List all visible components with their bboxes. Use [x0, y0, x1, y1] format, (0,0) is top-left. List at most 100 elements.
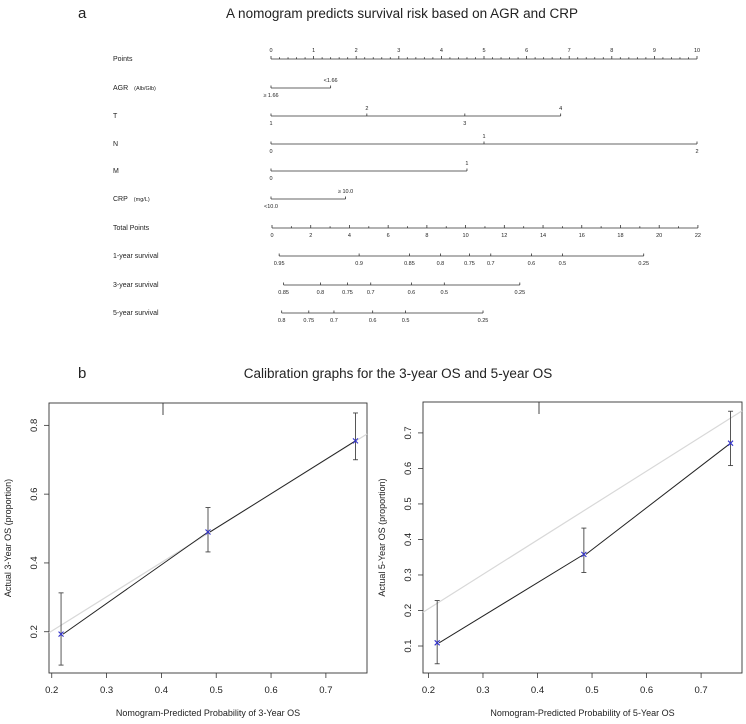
- row-label-total-points: Total Points: [113, 225, 150, 232]
- data-point-x-marker: [205, 529, 211, 535]
- x-tick-label: 0.2: [45, 685, 58, 696]
- points-tick-label: 6: [525, 48, 528, 54]
- x-axis-title: Nomogram-Predicted Probability of 5-Year…: [490, 708, 674, 718]
- variable-level-label: 1: [269, 121, 272, 127]
- survival-tick-label: 0.6: [528, 261, 536, 267]
- x-tick-label: 0.6: [264, 685, 277, 696]
- ideal-reference-line: [422, 410, 743, 613]
- points-tick-label: 1: [312, 48, 315, 54]
- total-points-tick-label: 12: [501, 233, 507, 239]
- survival-tick-label: 0.8: [437, 261, 445, 267]
- x-tick-label: 0.5: [210, 685, 223, 696]
- x-tick-label: 0.7: [319, 685, 332, 696]
- points-tick-label: 2: [355, 48, 358, 54]
- total-points-tick-label: 14: [540, 233, 546, 239]
- variable-level-label: 0: [269, 149, 272, 155]
- variable-level-label: 3: [463, 121, 466, 127]
- plot-frame: [48, 402, 368, 674]
- data-point-x-marker: [434, 639, 441, 646]
- panel-a-letter: a: [78, 5, 87, 22]
- points-tick-label: 9: [653, 48, 656, 54]
- points-tick-label: 8: [610, 48, 613, 54]
- row-label-t: T: [113, 113, 118, 120]
- x-tick-label: 0.4: [155, 685, 168, 696]
- total-points-tick-label: 16: [579, 233, 585, 239]
- survival-tick-label: 0.95: [274, 261, 285, 267]
- points-tick-label: 3: [397, 48, 400, 54]
- total-points-tick-label: 4: [348, 233, 351, 239]
- y-tick-label: 0.3: [403, 568, 414, 581]
- points-tick-label: 4: [440, 48, 443, 54]
- total-points-tick-label: 8: [425, 233, 428, 239]
- x-tick-label: 0.7: [694, 685, 707, 696]
- survival-tick-label: 0.25: [514, 290, 525, 296]
- survival-tick-label: 0.9: [355, 261, 363, 267]
- y-axis-title: Actual 5-Year OS (proportion): [377, 478, 387, 596]
- row-label-survival: 5-year survival: [113, 310, 159, 317]
- survival-tick-label: 0.7: [330, 318, 338, 324]
- y-tick-label: 0.4: [29, 556, 40, 569]
- x-tick-label: 0.4: [531, 685, 544, 696]
- survival-tick-label: 0.75: [303, 318, 314, 324]
- survival-tick-label: 0.7: [487, 261, 495, 267]
- y-tick-label: 0.6: [403, 462, 414, 475]
- variable-level-label: 0: [269, 176, 272, 182]
- calibration-plot-3-year: 0.2 0.3 0.4 0.5 0.6 0.7 0.2 0.4 0.6 0.8 Nomogram-P…: [3, 402, 368, 718]
- total-points-tick-label: 10: [463, 233, 469, 239]
- survival-tick-label: 0.5: [559, 261, 567, 267]
- x-tick-label: 0.6: [640, 685, 653, 696]
- calibration-line: [209, 440, 356, 533]
- survival-tick-label: 0.75: [464, 261, 475, 267]
- survival-tick-label: 0.8: [317, 290, 325, 296]
- survival-tick-label: 0.25: [478, 318, 489, 324]
- survival-tick-label: 0.5: [440, 290, 448, 296]
- panel-b-letter: b: [78, 365, 86, 382]
- total-points-tick-label: 2: [309, 233, 312, 239]
- x-tick-label: 0.3: [100, 685, 113, 696]
- variable-level-label: 2: [695, 149, 698, 155]
- row-label-unit: (Alb/Glb): [134, 86, 156, 92]
- y-tick-label: 0.7: [403, 426, 414, 439]
- x-tick-label: 0.5: [585, 685, 598, 696]
- row-label-unit: (mg/L): [134, 197, 150, 203]
- total-points-tick-label: 0: [270, 233, 273, 239]
- y-tick-label: 0.2: [403, 604, 414, 617]
- row-label-agr: AGR (Alb/Glb): [113, 85, 156, 92]
- survival-tick-label: 0.8: [278, 318, 286, 324]
- variable-level-label: <1.66: [324, 78, 338, 84]
- y-tick-label: 0.8: [29, 419, 40, 432]
- survival-tick-label: 0.85: [404, 261, 415, 267]
- data-point-x-marker: [727, 440, 734, 447]
- variable-level-label: ≥ 10.0: [338, 189, 353, 195]
- y-tick-label: 0.6: [29, 488, 40, 501]
- row-label-survival: 1-year survival: [113, 253, 159, 260]
- y-tick-label: 0.1: [403, 639, 414, 652]
- survival-tick-label: 0.85: [278, 290, 289, 296]
- y-tick-label: 0.2: [29, 625, 40, 638]
- row-label-m: M: [113, 168, 119, 175]
- row-label-points: Points: [113, 56, 133, 63]
- data-point-x-marker: [352, 437, 359, 444]
- variable-level-label: 4: [559, 106, 562, 112]
- points-tick-label: 10: [694, 48, 700, 54]
- calibration-line: [585, 442, 731, 555]
- y-tick-label: 0.4: [403, 533, 414, 546]
- calibration-line: [62, 531, 209, 635]
- points-tick-label: 7: [568, 48, 571, 54]
- survival-tick-label: 0.7: [367, 290, 375, 296]
- total-points-tick-label: 20: [656, 233, 662, 239]
- data-point-x-marker: [58, 631, 64, 638]
- variable-level-label: 2: [365, 106, 368, 112]
- survival-tick-label: 0.6: [408, 290, 416, 296]
- nomogram-title: A nomogram predicts survival risk based …: [226, 6, 578, 21]
- x-tick-label: 0.3: [476, 685, 489, 696]
- calibration-title: Calibration graphs for the 3-year OS and…: [244, 366, 552, 381]
- row-label-crp: CRP (mg/L): [113, 196, 150, 203]
- variable-level-label: <10.0: [264, 204, 278, 210]
- survival-tick-label: 0.75: [342, 290, 353, 296]
- survival-tick-label: 0.25: [638, 261, 649, 267]
- points-tick-label: 0: [269, 48, 272, 54]
- data-point-x-marker: [580, 551, 587, 558]
- survival-tick-label: 0.6: [369, 318, 377, 324]
